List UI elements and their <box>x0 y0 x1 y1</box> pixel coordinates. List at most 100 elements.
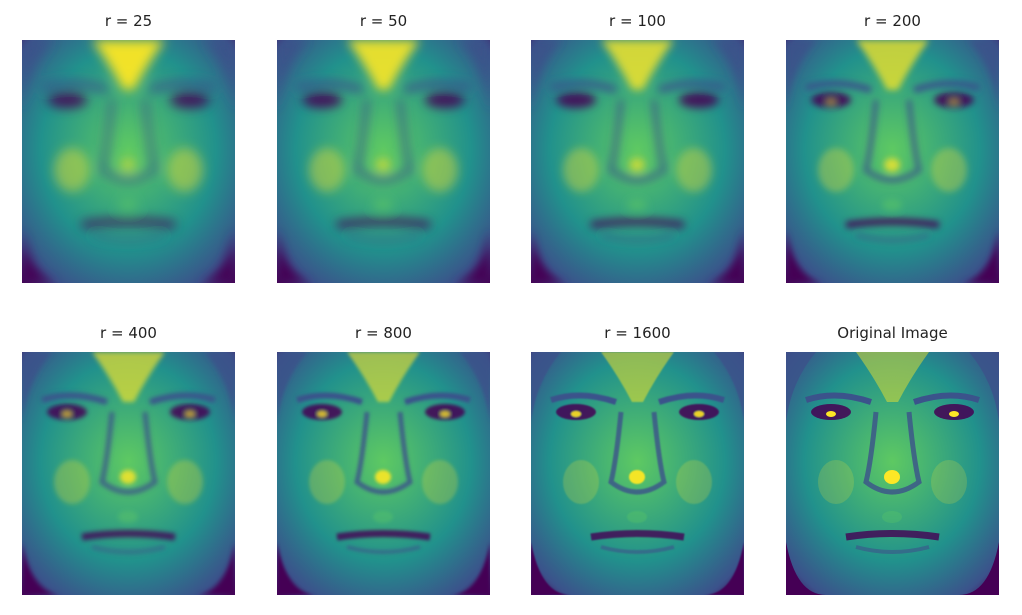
chin-highlight <box>118 511 138 523</box>
nose-outline <box>99 99 158 183</box>
shadow-bottom-left <box>22 542 62 595</box>
left-cheek-highlight <box>818 148 854 192</box>
forehead-highlight <box>92 352 165 402</box>
face-image <box>786 352 999 595</box>
shadow-bottom-right <box>959 230 999 283</box>
left-eye-glint <box>62 411 72 417</box>
shadow-top-left <box>22 352 52 422</box>
shadow-bottom-right <box>195 230 235 283</box>
right-brow <box>149 80 216 93</box>
face-features <box>22 352 235 595</box>
lower-lip <box>600 233 675 242</box>
shadow-top-left <box>786 40 816 110</box>
shadow-top-right <box>460 40 490 110</box>
forehead-highlight <box>601 40 674 90</box>
face-image <box>22 40 235 283</box>
face-image <box>22 352 235 595</box>
face-image <box>531 40 744 283</box>
left-cheek-highlight <box>54 460 90 504</box>
panel-title: r = 100 <box>609 12 666 30</box>
shadow-top-left <box>277 352 307 422</box>
right-cheek-highlight <box>422 148 458 192</box>
nose-tip <box>629 158 645 172</box>
left-brow <box>550 80 617 93</box>
left-brow <box>296 80 363 93</box>
left-brow <box>550 392 617 405</box>
shadow-top-left <box>277 40 307 110</box>
nose-outline <box>863 99 922 183</box>
lower-lip <box>91 233 166 242</box>
nose-tip <box>375 470 391 484</box>
nose-tip <box>375 158 391 172</box>
shadow-bottom-left <box>277 542 317 595</box>
shadow-bottom-right <box>450 542 490 595</box>
chin-highlight <box>373 511 393 523</box>
shadow-top-right <box>969 352 999 422</box>
lower-lip <box>91 545 166 554</box>
right-eye-glint <box>440 411 450 417</box>
panel-title: r = 50 <box>359 12 408 30</box>
shadow-top-right <box>714 40 744 110</box>
forehead-highlight <box>92 40 165 90</box>
right-cheek-highlight <box>167 148 203 192</box>
left-eye-glint <box>571 411 581 417</box>
shadow-top-right <box>714 352 744 422</box>
nose-tip <box>120 470 136 484</box>
mouth <box>336 218 431 229</box>
left-eye <box>302 92 342 108</box>
chin-highlight <box>882 511 902 523</box>
panel-title: r = 1600 <box>604 324 671 342</box>
shadow-top-right <box>969 40 999 110</box>
forehead-highlight <box>601 352 674 402</box>
mouth <box>845 218 940 229</box>
shadow-bottom-left <box>786 230 826 283</box>
shadow-bottom-left <box>531 230 571 283</box>
face-image <box>277 40 490 283</box>
chin-highlight <box>118 199 138 211</box>
nose-outline <box>354 99 413 183</box>
right-eye-glint <box>694 411 704 417</box>
right-brow <box>149 392 216 405</box>
right-brow <box>658 80 725 93</box>
shadow-bottom-right <box>704 542 744 595</box>
chin-highlight <box>373 199 393 211</box>
left-brow <box>296 392 363 405</box>
right-eye <box>170 92 210 108</box>
face-features <box>277 352 490 595</box>
shadow-bottom-right <box>450 230 490 283</box>
left-eye-glint <box>826 99 836 105</box>
right-brow <box>913 80 980 93</box>
shadow-top-right <box>460 352 490 422</box>
face-features <box>531 352 744 595</box>
face-features <box>277 40 490 283</box>
left-brow <box>805 80 872 93</box>
left-cheek-highlight <box>563 148 599 192</box>
lower-lip <box>600 545 675 554</box>
nose-outline <box>863 411 922 495</box>
right-cheek-highlight <box>931 460 967 504</box>
chin-highlight <box>627 511 647 523</box>
forehead-highlight <box>347 40 420 90</box>
chin-highlight <box>627 199 647 211</box>
panel-title: r = 400 <box>100 324 157 342</box>
shadow-top-left <box>531 352 561 422</box>
right-cheek-highlight <box>167 460 203 504</box>
shadow-bottom-left <box>786 542 826 595</box>
mouth <box>590 218 685 229</box>
lower-lip <box>855 233 930 242</box>
right-eye <box>679 92 719 108</box>
nose-outline <box>354 411 413 495</box>
shadow-bottom-left <box>277 230 317 283</box>
left-eye-glint <box>826 411 836 417</box>
panel-title: r = 200 <box>864 12 921 30</box>
left-brow <box>41 392 108 405</box>
lower-lip <box>855 545 930 554</box>
right-eye-glint <box>949 411 959 417</box>
left-cheek-highlight <box>818 460 854 504</box>
nose-tip <box>884 158 900 172</box>
left-cheek-highlight <box>309 148 345 192</box>
chin-highlight <box>882 199 902 211</box>
left-eye <box>47 92 87 108</box>
shadow-bottom-left <box>531 542 571 595</box>
right-eye-glint <box>185 411 195 417</box>
